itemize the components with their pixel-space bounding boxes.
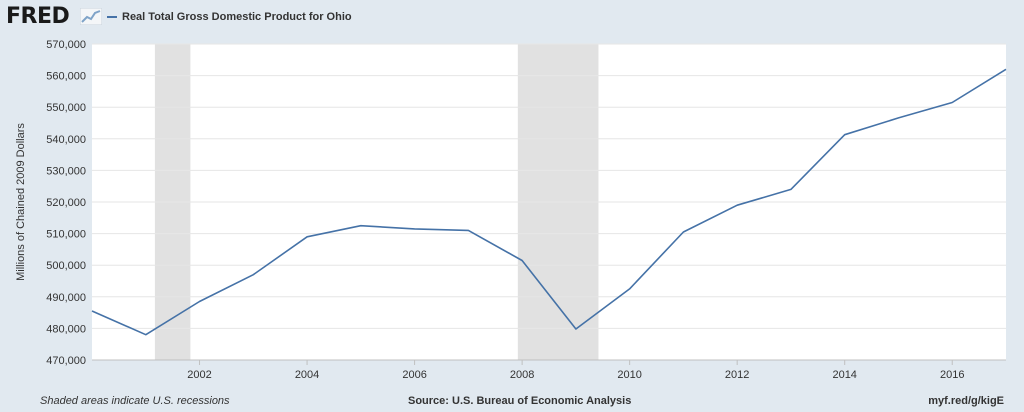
y-tick-label: 520,000 (46, 197, 86, 209)
data-point[interactable] (894, 114, 902, 122)
x-tick-label: 2016 (940, 369, 964, 381)
y-tick-label: 550,000 (46, 102, 86, 114)
legend-swatch (107, 16, 117, 18)
data-point[interactable] (411, 225, 419, 233)
y-tick-label: 500,000 (46, 260, 86, 272)
x-tick-label: 2004 (295, 369, 319, 381)
data-point[interactable] (1002, 65, 1010, 73)
series-line-1[interactable] (91, 68, 1007, 336)
line-chart[interactable]: 470,000 480,000 490,000 500,000 510,000 520,0… (0, 36, 1024, 390)
data-point[interactable] (787, 185, 795, 193)
y-tick-label: 560,000 (46, 71, 86, 83)
y-tick-label: 530,000 (46, 165, 86, 177)
data-point[interactable] (88, 307, 96, 315)
recession-note: Shaded areas indicate U.S. recessions (40, 395, 230, 407)
data-point[interactable] (841, 131, 849, 139)
data-point[interactable] (249, 271, 257, 279)
y-tick-label: 490,000 (46, 292, 86, 304)
short-link[interactable]: myf.red/g/kigE (928, 395, 1004, 407)
y-tick-label: 470,000 (46, 355, 86, 367)
fred-logo-graph-icon (80, 8, 102, 25)
legend-label[interactable]: Real Total Gross Domestic Product for Oh… (122, 11, 352, 23)
y-tick-label: 540,000 (46, 134, 86, 146)
x-tick-label: 2010 (617, 369, 641, 381)
data-point[interactable] (572, 325, 580, 333)
fred-logo[interactable]: FRED (6, 4, 70, 29)
chart-area: 470,000 480,000 490,000 500,000 510,000 520,0… (0, 36, 1024, 390)
source-credit: Source: U.S. Bureau of Economic Analysis (408, 395, 632, 407)
x-tick-label: 2006 (402, 369, 426, 381)
y-axis-label: Millions of Chained 2009 Dollars (15, 123, 27, 281)
data-point[interactable] (196, 298, 204, 306)
data-point[interactable] (679, 228, 687, 236)
data-point[interactable] (303, 233, 311, 241)
x-tick-label: 2002 (187, 369, 211, 381)
y-tick-label: 570,000 (46, 39, 86, 51)
y-tick-label: 480,000 (46, 323, 86, 335)
data-point[interactable] (733, 201, 741, 209)
data-point[interactable] (142, 331, 150, 339)
data-point[interactable] (948, 98, 956, 106)
chart-footer: Shaded areas indicate U.S. recessions So… (0, 392, 1024, 412)
data-point[interactable] (518, 256, 526, 264)
x-tick-label: 2008 (510, 369, 534, 381)
y-tick-label: 510,000 (46, 229, 86, 241)
chart-header: FRED Real Total Gross Domestic Product f… (0, 0, 1024, 36)
x-tick-label: 2012 (725, 369, 749, 381)
data-point[interactable] (626, 285, 634, 293)
data-point[interactable] (357, 222, 365, 230)
x-tick-label: 2014 (832, 369, 856, 381)
data-point[interactable] (464, 226, 472, 234)
legend: Real Total Gross Domestic Product for Oh… (107, 11, 352, 23)
